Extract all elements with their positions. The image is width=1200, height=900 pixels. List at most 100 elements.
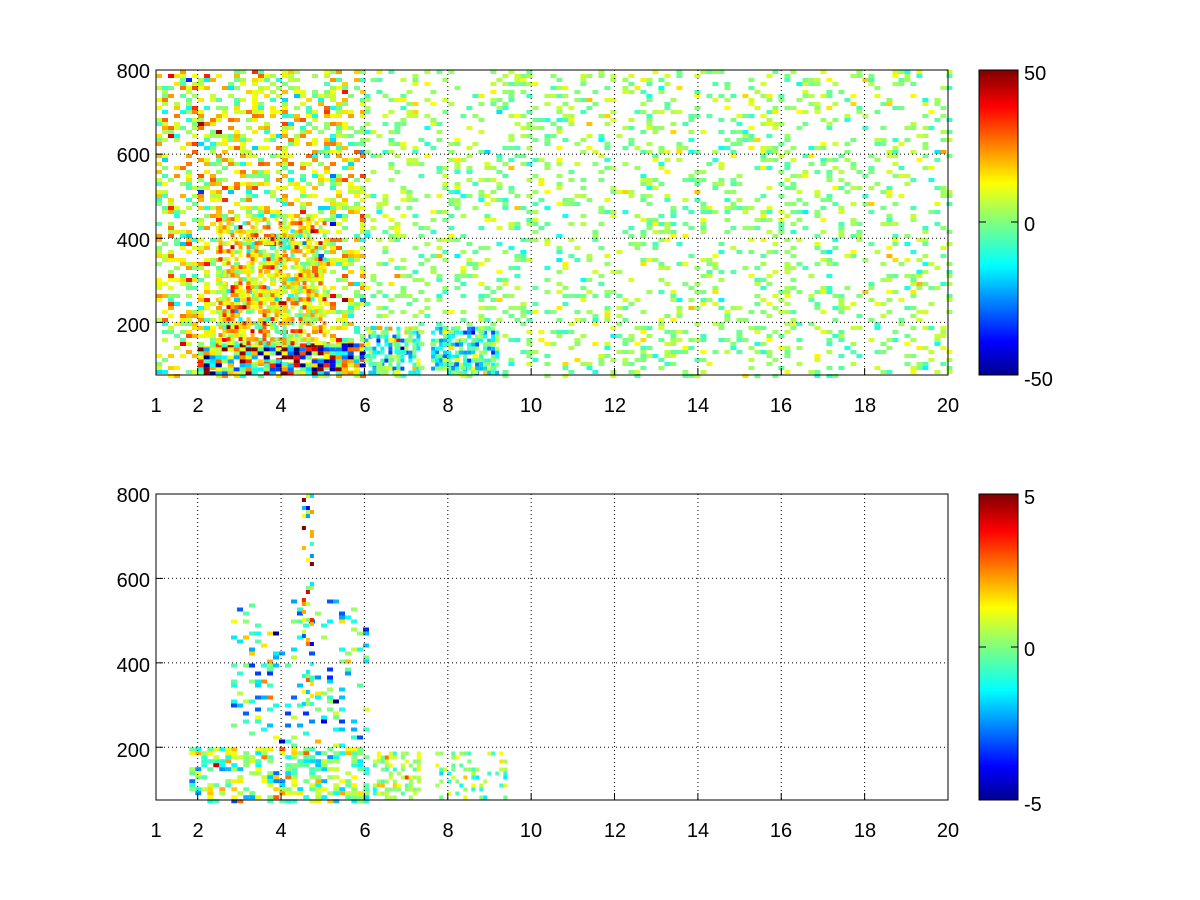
heatmap-cell [162,194,168,198]
heatmap-cell [447,779,452,784]
heatmap-cell [814,78,821,82]
heatmap-cell [706,162,713,166]
heatmap-cell [466,262,473,266]
heatmap-cell [718,242,725,246]
heatmap-cell [233,347,240,352]
heatmap-cell [294,313,299,318]
x-tick-label: 2 [192,820,203,842]
heatmap-cell [291,767,298,772]
heatmap-cell [724,206,731,210]
heatmap-cell [736,114,743,118]
heatmap-cell [258,285,263,290]
heatmap-cell [210,122,216,126]
heatmap-cell [276,162,282,166]
heatmap-cell [447,338,452,343]
heatmap-cell [234,325,239,330]
heatmap-cell [186,370,192,374]
heatmap-cell [455,791,460,796]
heatmap-cell [622,90,629,94]
heatmap-cell [688,174,695,178]
heatmap-cell [210,162,216,166]
heatmap-cell [688,130,695,134]
heatmap-cell [592,162,599,166]
heatmap-cell [266,313,271,318]
heatmap-cell [742,338,749,342]
heatmap-cell [216,130,222,134]
heatmap-cell [242,341,247,346]
heatmap-cell [376,306,383,310]
heatmap-cell [330,270,336,274]
heatmap-cell [279,779,286,784]
heatmap-cell [508,362,515,366]
heatmap-cell [688,346,695,350]
heatmap-cell [209,355,216,360]
heatmap-cell [928,302,935,306]
heatmap-cell [724,350,731,354]
heatmap-cell [652,242,659,246]
heatmap-cell [322,333,327,338]
heatmap-cell [526,134,533,138]
heatmap-cell [174,106,180,110]
heatmap-cell [302,217,307,222]
heatmap-cell [574,246,581,250]
heatmap-cell [305,698,310,702]
x-tick-label: 6 [359,820,370,842]
heatmap-cell [354,294,360,298]
heatmap-cell [826,258,833,262]
heatmap-cell [439,338,444,343]
heatmap-cell [306,194,312,198]
heatmap-cell [282,194,288,198]
heatmap-cell [330,338,336,342]
heatmap-cell [784,214,791,218]
heatmap-cell [406,330,413,334]
heatmap-cell [502,374,509,378]
heatmap-cell [324,170,330,174]
heatmap-cell [351,627,357,632]
heatmap-cell [294,245,299,250]
heatmap-cell [532,222,539,226]
heatmap-cell [231,663,237,668]
heatmap-cell [436,138,443,142]
heatmap-cell [928,262,935,266]
heatmap-cell [406,90,413,94]
heatmap-cell [424,82,431,86]
heatmap-cell [796,82,803,86]
heatmap-cell [694,266,701,270]
heatmap-cell [339,619,345,624]
heatmap-cell [204,282,210,286]
heatmap-cell [186,310,192,314]
heatmap-cell [312,314,318,318]
heatmap-cell [162,126,168,130]
heatmap-cell [228,210,234,214]
heatmap-cell [447,791,452,796]
heatmap-cell [502,202,509,206]
heatmap-cell [258,162,264,166]
heatmap-cell [329,359,336,364]
heatmap-cell [424,258,431,262]
heatmap-cell [670,354,677,358]
heatmap-cell [568,330,575,334]
heatmap-cell [162,210,168,214]
heatmap-cell [388,226,395,230]
heatmap-cell [526,70,533,74]
heatmap-cell [826,158,833,162]
heatmap-cell [234,170,240,174]
heatmap-cell [261,779,268,784]
heatmap-cell [333,775,340,780]
heatmap-cell [418,262,425,266]
heatmap-cell [249,771,256,776]
heatmap-cell [382,306,389,310]
heatmap-cell [314,337,319,342]
heatmap-cell [424,142,431,146]
heatmap-cell [237,607,243,612]
heatmap-cell [228,126,234,130]
heatmap-cell [300,94,306,98]
heatmap-cell [820,286,827,290]
heatmap-cell [664,226,671,230]
heatmap-cell [724,86,731,90]
heatmap-cell [850,234,857,238]
heatmap-cell [479,366,484,371]
heatmap-cell [408,795,413,800]
heatmap-cell [315,759,322,764]
heatmap-cell [472,262,479,266]
